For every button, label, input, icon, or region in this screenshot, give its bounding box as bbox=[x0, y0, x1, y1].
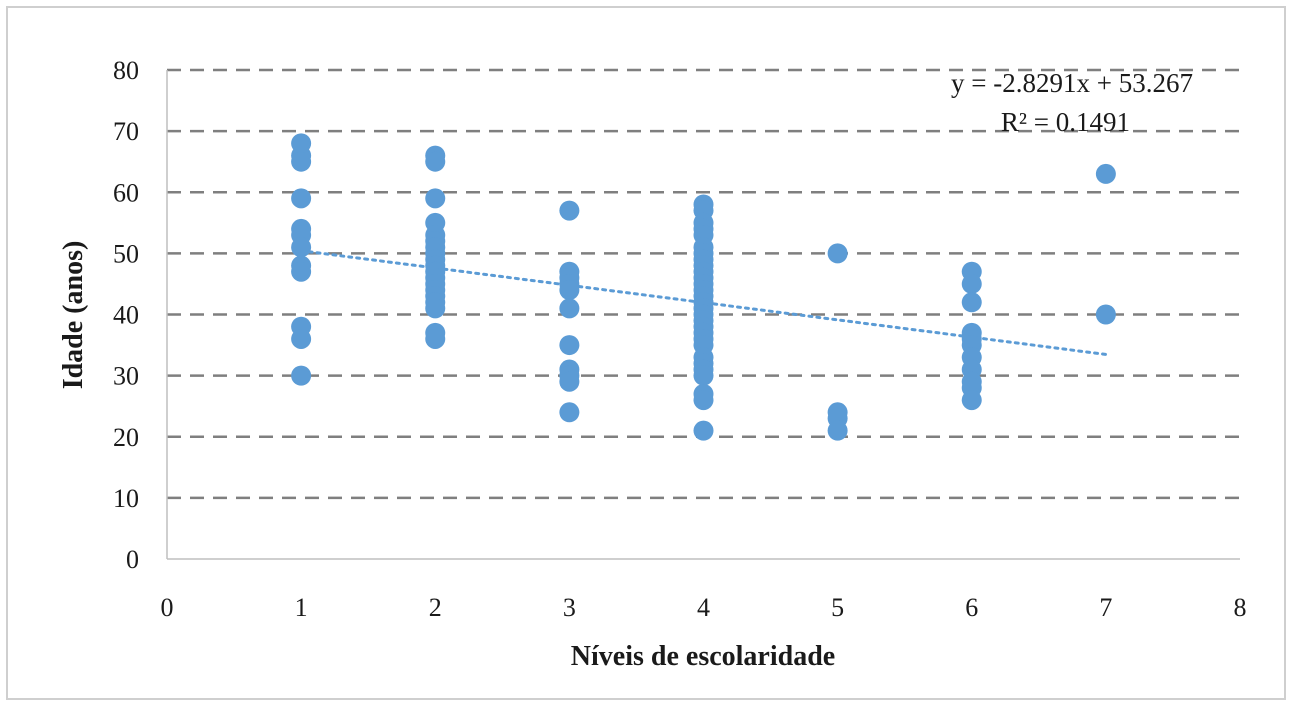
x-tick-label-8: 8 bbox=[1234, 593, 1247, 622]
x-axis-title: Níveis de escolaridade bbox=[571, 641, 835, 672]
data-point bbox=[559, 200, 580, 221]
data-point bbox=[425, 328, 446, 349]
y-tick-label-60: 60 bbox=[113, 178, 139, 207]
data-point bbox=[291, 237, 312, 258]
data-point bbox=[827, 420, 848, 441]
data-point bbox=[559, 280, 580, 301]
data-point bbox=[425, 188, 446, 209]
chart-frame bbox=[6, 6, 1286, 700]
data-point bbox=[559, 298, 580, 319]
x-tick-label-5: 5 bbox=[831, 593, 844, 622]
y-tick-label-80: 80 bbox=[113, 56, 139, 85]
x-tick-label-7: 7 bbox=[1099, 593, 1112, 622]
data-points bbox=[291, 133, 1116, 441]
data-point bbox=[961, 390, 982, 411]
y-tick-label-70: 70 bbox=[113, 117, 139, 146]
x-tick-label-4: 4 bbox=[697, 593, 710, 622]
data-point bbox=[961, 292, 982, 313]
data-point bbox=[559, 371, 580, 392]
y-axis-title: Idade (anos) bbox=[58, 241, 89, 390]
x-tick-label-0: 0 bbox=[161, 593, 174, 622]
data-point bbox=[1095, 304, 1116, 325]
y-tick-label-10: 10 bbox=[113, 484, 139, 513]
data-point bbox=[291, 365, 312, 386]
data-point bbox=[291, 328, 312, 349]
y-tick-label-50: 50 bbox=[113, 239, 139, 268]
data-point bbox=[425, 151, 446, 172]
trendline-equation: y = -2.8291x + 53.267 bbox=[951, 68, 1193, 98]
r-squared-label: R² = 0.1491 bbox=[1001, 107, 1130, 137]
x-tick-label-2: 2 bbox=[429, 593, 442, 622]
data-point bbox=[291, 261, 312, 282]
data-point bbox=[291, 188, 312, 209]
data-point bbox=[1095, 163, 1116, 184]
y-tick-label-40: 40 bbox=[113, 301, 139, 330]
data-point bbox=[291, 151, 312, 172]
x-tick-labels: 0 1 2 3 4 5 6 7 8 bbox=[161, 593, 1247, 622]
data-point bbox=[693, 420, 714, 441]
y-tick-label-20: 20 bbox=[113, 423, 139, 452]
data-point bbox=[425, 298, 446, 319]
y-tick-label-30: 30 bbox=[113, 362, 139, 391]
data-point bbox=[559, 335, 580, 356]
x-tick-label-1: 1 bbox=[295, 593, 308, 622]
data-point bbox=[693, 365, 714, 386]
data-point bbox=[827, 243, 848, 264]
data-point bbox=[961, 273, 982, 294]
y-tick-label-0: 0 bbox=[126, 545, 139, 574]
data-point bbox=[559, 402, 580, 423]
y-tick-labels: 0 10 20 30 40 50 60 70 80 bbox=[113, 56, 139, 574]
data-point bbox=[693, 390, 714, 411]
x-tick-label-3: 3 bbox=[563, 593, 576, 622]
x-tick-label-6: 6 bbox=[965, 593, 978, 622]
